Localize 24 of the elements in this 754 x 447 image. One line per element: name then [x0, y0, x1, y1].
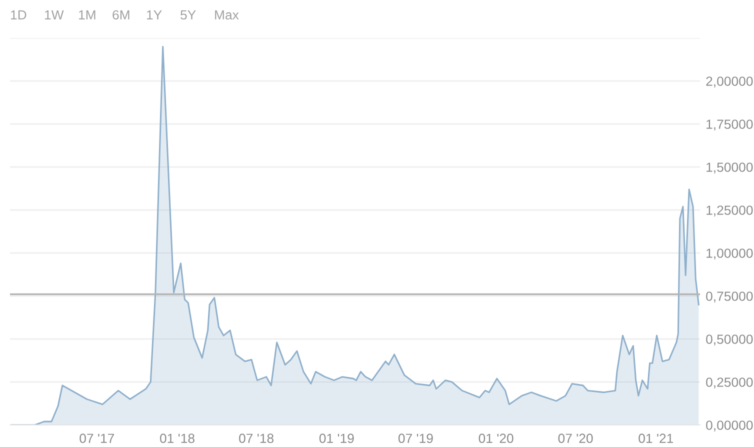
y-tick-label: 1,50000 — [706, 162, 753, 174]
y-tick-label: 2,00000 — [706, 76, 753, 88]
text: 1Y — [147, 10, 162, 20]
text: 1M — [79, 10, 96, 20]
x-tick-label: 07 '19 — [398, 434, 433, 444]
text: 6M — [112, 10, 130, 20]
y-tick-label: 1,00000 — [706, 248, 753, 260]
y-tick-label: 0,25000 — [706, 378, 753, 388]
x-tick-label: 01 '19 — [319, 434, 354, 444]
x-tick-label: 07 '18 — [239, 434, 274, 444]
x-tick-label: 07 '20 — [558, 434, 593, 444]
y-tick-label: 1,25000 — [706, 206, 753, 216]
text: 5Y — [180, 10, 196, 20]
x-tick-label: 01 '18 — [160, 434, 194, 444]
y-tick-label: 1,75000 — [706, 120, 753, 130]
x-tick-label: 07 '17 — [80, 434, 114, 444]
y-tick-label: 0,00000 — [706, 420, 753, 432]
text: Max — [215, 10, 239, 20]
text: 1D — [11, 10, 26, 20]
x-tick-label: 01 '21 — [638, 434, 674, 444]
y-tick-label: 0,75000 — [706, 292, 753, 302]
text: 1W — [45, 10, 64, 20]
y-tick-label: 0,50000 — [706, 334, 753, 346]
x-tick-label: 01 '20 — [478, 434, 514, 444]
